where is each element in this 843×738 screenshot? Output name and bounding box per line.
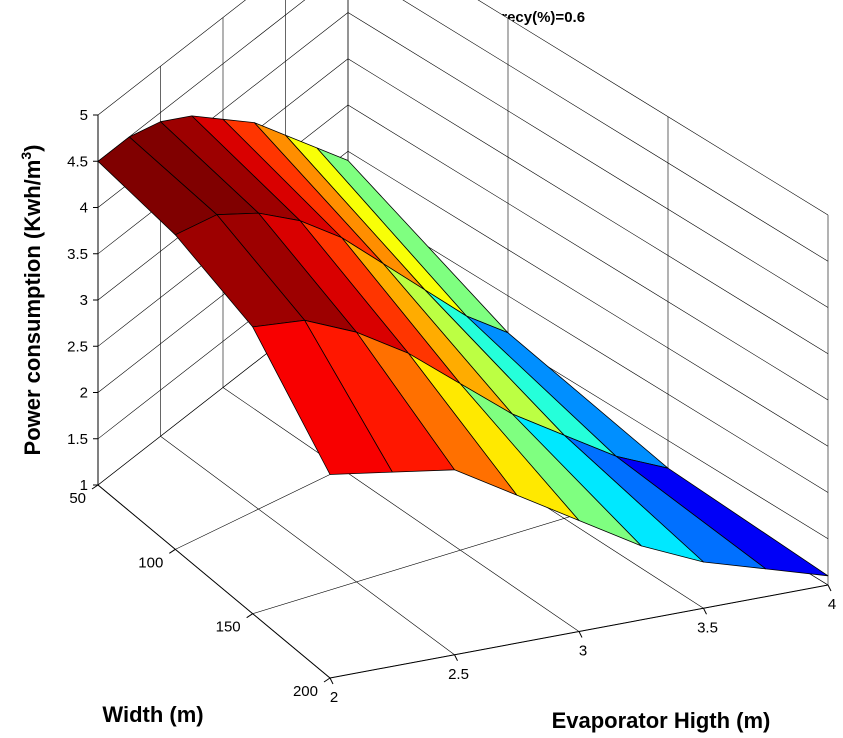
x-tick-mark: [454, 654, 458, 661]
z-tick-label: 1: [80, 477, 88, 494]
z-tick-label: 4.5: [67, 153, 88, 170]
x-axis-label: Evaporator Higth (m): [552, 708, 771, 733]
x-tick-label: 3.5: [697, 619, 718, 636]
x-tick-label: 4: [828, 596, 836, 613]
x-tick-label: 2.5: [448, 666, 469, 683]
back-wall-x: [348, 0, 828, 585]
surface-patch: [252, 319, 393, 475]
y-tick-label: 150: [216, 619, 241, 636]
x-tick-mark: [329, 677, 334, 685]
y-tick-mark: [91, 484, 99, 490]
surface-layer: [97, 115, 829, 577]
x-tick-mark: [578, 631, 583, 638]
z-axis-label-end: ): [20, 145, 45, 152]
x-tick-mark: [827, 584, 832, 592]
z-tick-label: 2.5: [67, 338, 88, 355]
x-tick-label: 2: [330, 689, 338, 706]
z-axis-label-sup: 3: [18, 152, 34, 160]
z-tick-label: 1.5: [67, 431, 88, 448]
tick-layer: 1 1.5 2 2.5 3 3.5 4 4.5 5 50 100 150 200 2 2.5 3 3.5 4: [67, 107, 836, 706]
z-tick-label: 5: [80, 107, 88, 124]
x-tick-label: 3: [579, 643, 587, 660]
z-tick-label: 3.5: [67, 246, 88, 263]
y-tick-label: 100: [138, 554, 163, 571]
x-tick-mark: [703, 608, 707, 615]
y-tick-label: 200: [293, 683, 318, 700]
y-axis-label: Width (m): [102, 702, 203, 727]
z-axis-label-main: Power consumption (Kwh/m: [20, 160, 45, 456]
y-tick-mark: [169, 548, 176, 554]
z-tick-label: 2: [80, 385, 88, 402]
y-tick-label: 50: [69, 490, 86, 507]
z-tick-label: 4: [80, 200, 88, 217]
z-axis-label: Power consumption (Kwh/m3): [18, 145, 45, 456]
y-tick-mark: [246, 613, 253, 619]
y-tick-mark: [323, 677, 331, 683]
y-axis-line: [97, 484, 331, 679]
x-gridline-floor: [222, 387, 580, 632]
z-tick-label: 3: [80, 292, 88, 309]
x-gridline-floor: [160, 436, 455, 655]
